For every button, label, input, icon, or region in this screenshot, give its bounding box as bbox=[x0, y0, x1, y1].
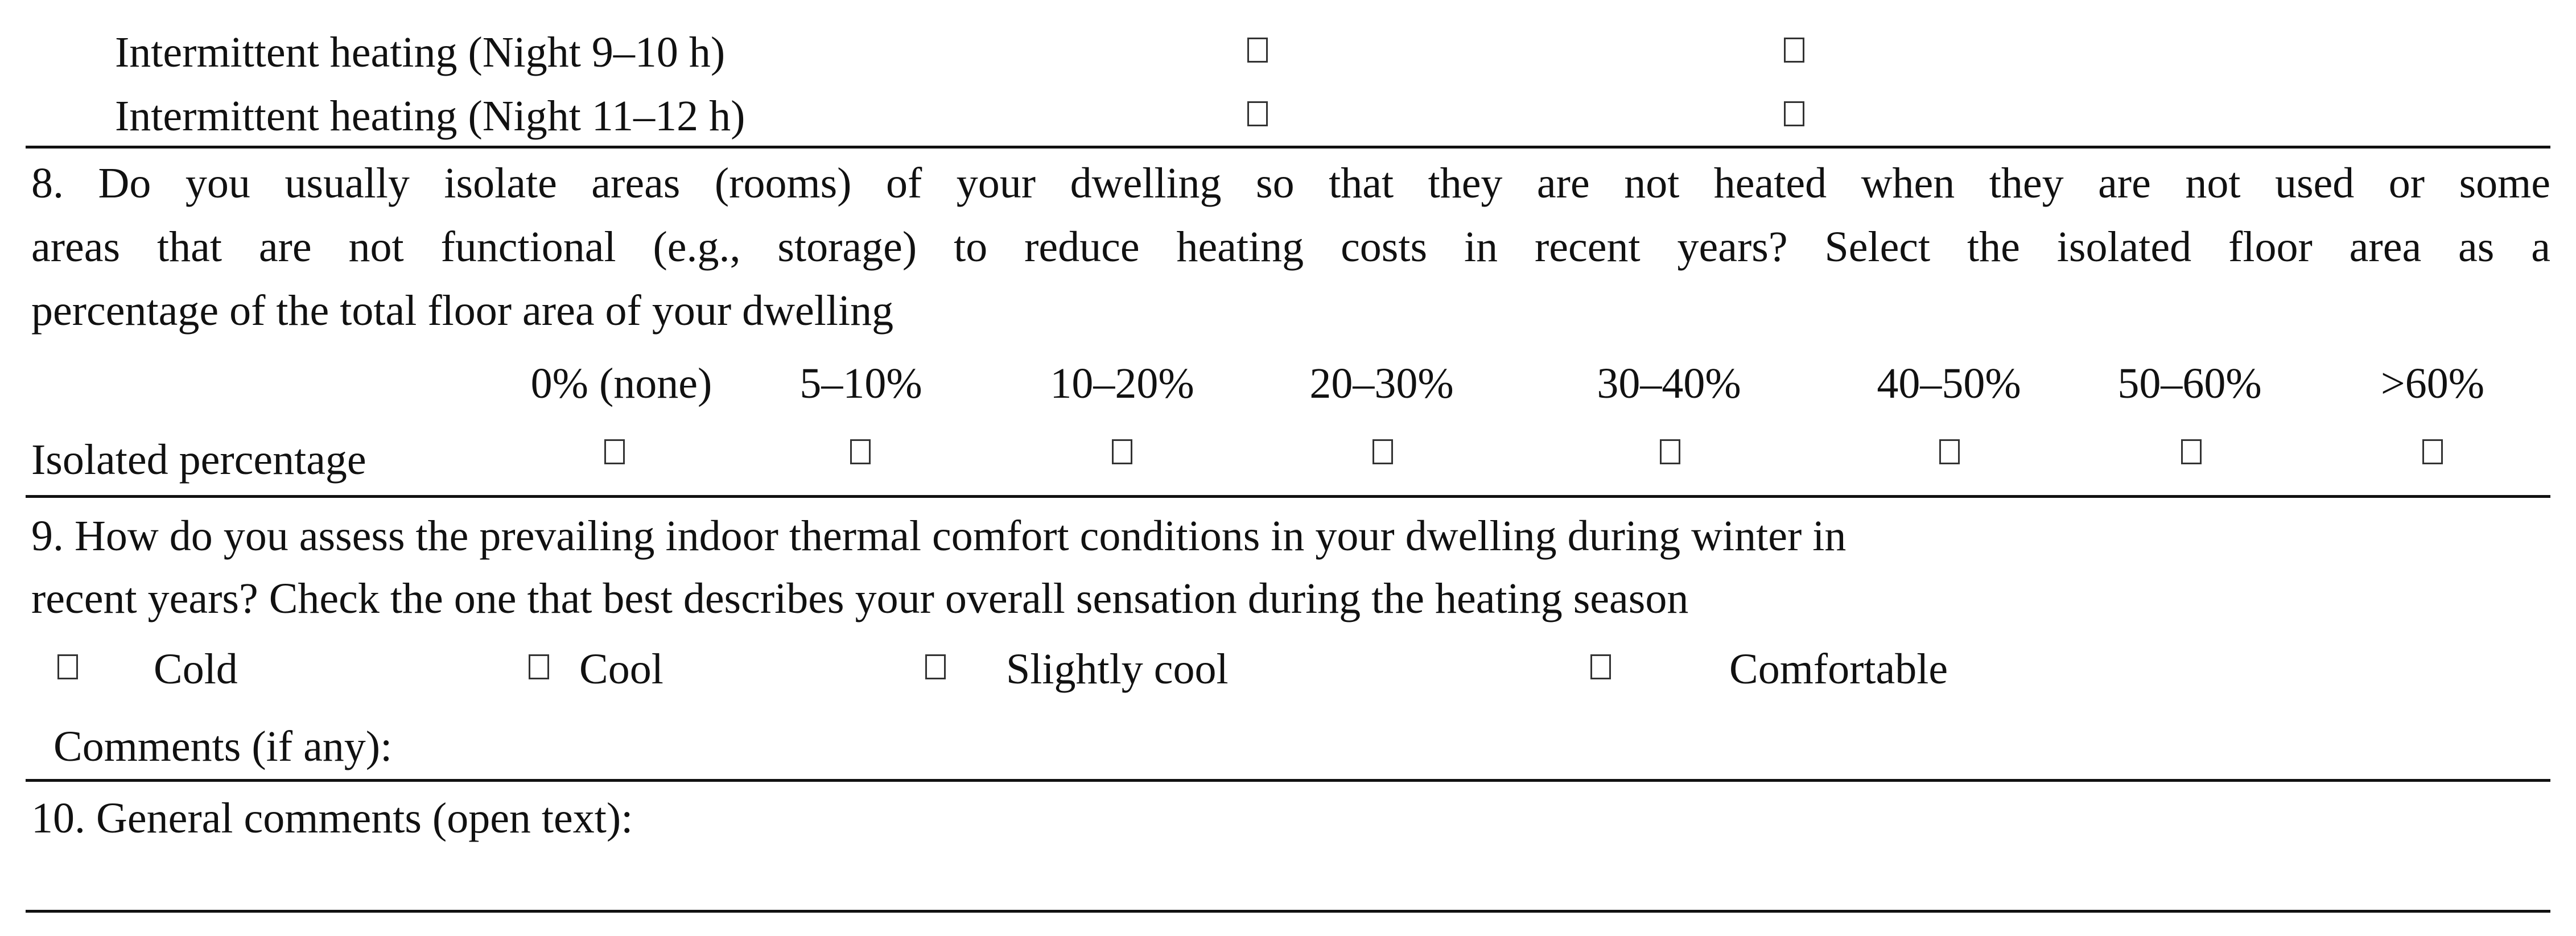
section-divider bbox=[26, 146, 2550, 149]
q8-option-label: 0% (none) bbox=[530, 360, 712, 407]
q9-checkbox-comfortable[interactable] bbox=[1590, 654, 1611, 679]
q8-option-label: 20–30% bbox=[1309, 360, 1454, 407]
q8-checkbox-2[interactable] bbox=[1112, 439, 1132, 464]
section-divider bbox=[26, 910, 2550, 913]
heating-row-label: Intermittent heating (Night 11–12 h) bbox=[115, 92, 745, 140]
q8-checkbox-3[interactable] bbox=[1373, 439, 1393, 464]
q8-checkbox-4[interactable] bbox=[1660, 439, 1680, 464]
heating-row-1-checkbox-a[interactable] bbox=[1247, 38, 1268, 63]
q9-checkbox-slightly-cool[interactable] bbox=[925, 654, 946, 679]
q8-checkbox-6[interactable] bbox=[2181, 439, 2202, 464]
section-divider bbox=[26, 779, 2550, 782]
q8-checkbox-1[interactable] bbox=[850, 439, 871, 464]
q9-text-line-1: 9. How do you assess the prevailing indo… bbox=[31, 512, 1847, 560]
heating-row-1-checkbox-b[interactable] bbox=[1784, 38, 1804, 63]
heating-row-label: Intermittent heating (Night 9–10 h) bbox=[115, 28, 726, 76]
q8-text-line-2: areas that are not functional (e.g., sto… bbox=[31, 223, 2550, 271]
q10-label: 10. General comments (open text): bbox=[31, 794, 633, 842]
heating-row-2-checkbox-b[interactable] bbox=[1784, 101, 1804, 126]
q9-checkbox-cool[interactable] bbox=[529, 654, 549, 679]
q9-option-label: Cool bbox=[579, 645, 663, 693]
q9-text-line-2: recent years? Check the one that best de… bbox=[31, 575, 1689, 622]
q8-checkbox-0[interactable] bbox=[604, 439, 625, 464]
q9-comments-label: Comments (if any): bbox=[53, 723, 393, 770]
q9-option-label: Cold bbox=[154, 645, 238, 693]
q8-option-label: >60% bbox=[2380, 360, 2485, 407]
q9-option-label: Slightly cool bbox=[1006, 645, 1229, 693]
q8-checkbox-7[interactable] bbox=[2422, 439, 2443, 464]
q8-option-label: 50–60% bbox=[2117, 360, 2262, 407]
q9-checkbox-cold[interactable] bbox=[57, 654, 78, 679]
q8-checkbox-5[interactable] bbox=[1939, 439, 1960, 464]
q8-option-label: 40–50% bbox=[1877, 360, 2021, 407]
q8-row-label: Isolated percentage bbox=[31, 436, 366, 484]
heating-row-2-checkbox-a[interactable] bbox=[1247, 101, 1268, 126]
q8-option-label: 30–40% bbox=[1597, 360, 1741, 407]
q8-text-line-1: 8. Do you usually isolate areas (rooms) … bbox=[31, 159, 2550, 207]
q9-option-label: Comfortable bbox=[1729, 645, 1948, 693]
q8-option-label: 10–20% bbox=[1050, 360, 1194, 407]
q8-text-line-3: percentage of the total floor area of yo… bbox=[31, 287, 894, 335]
q8-option-label: 5–10% bbox=[799, 360, 922, 407]
section-divider bbox=[26, 495, 2550, 498]
